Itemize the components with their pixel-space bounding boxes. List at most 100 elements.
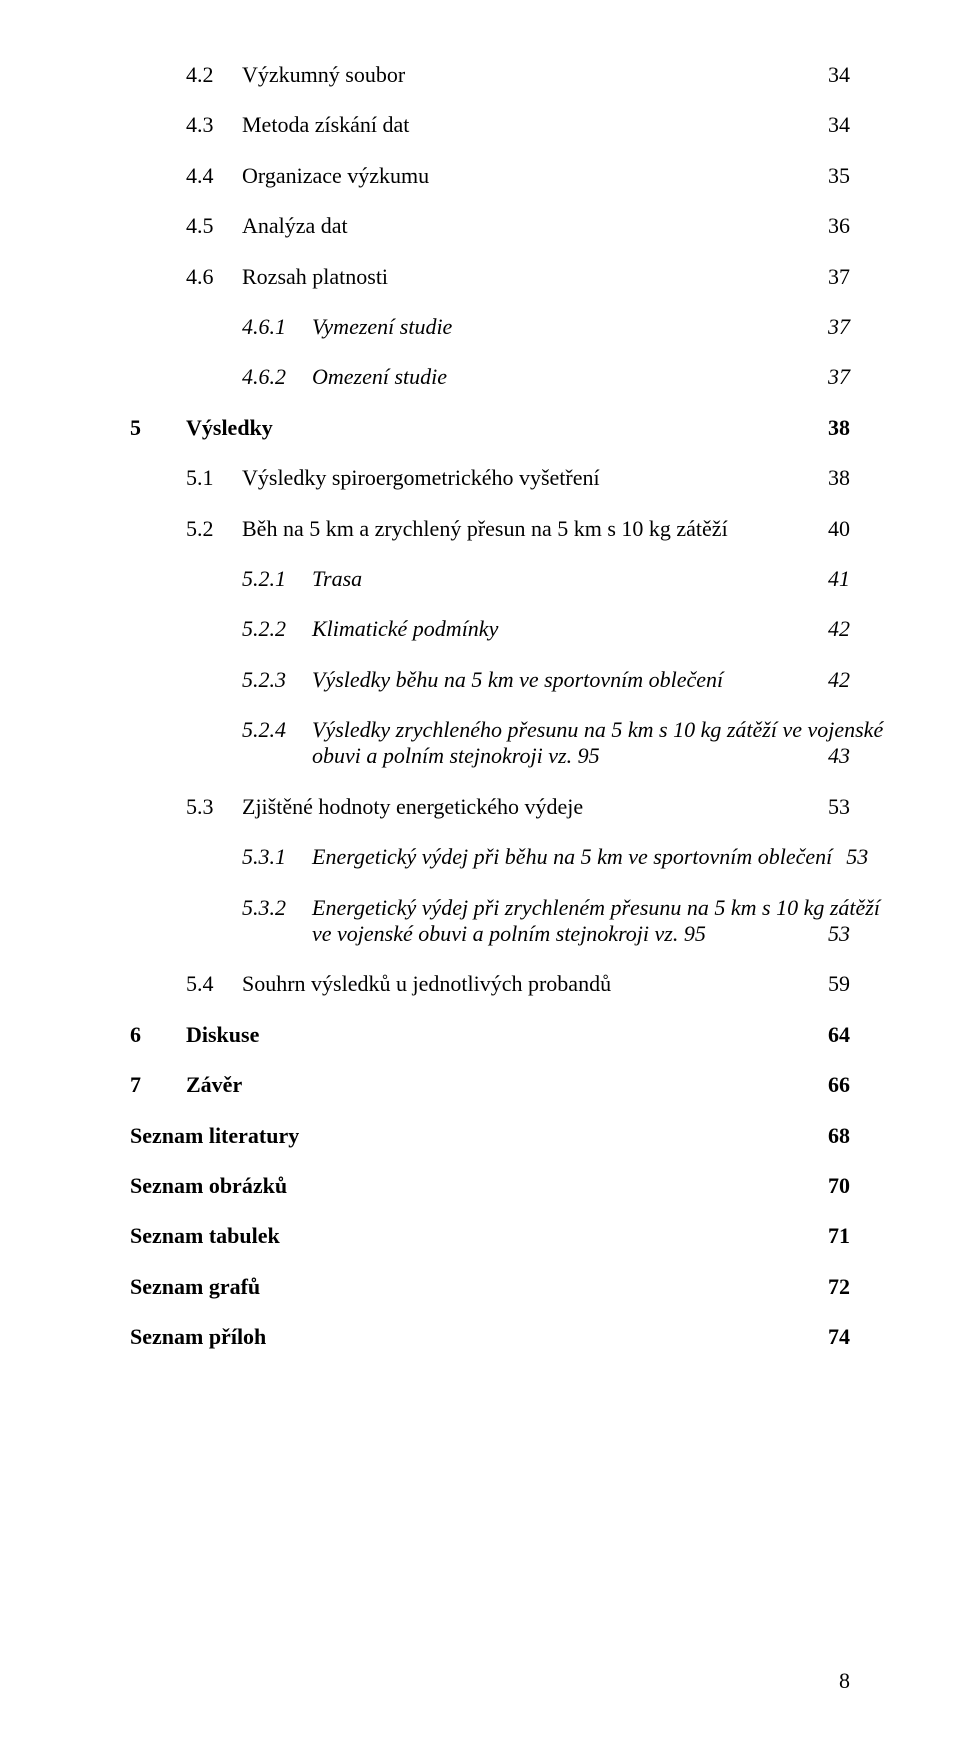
toc-page: 53	[840, 844, 868, 870]
toc-page: 42	[822, 616, 850, 642]
toc-entry: 5 Výsledky 38	[130, 415, 850, 441]
toc-label: Metoda získání dat	[242, 112, 409, 138]
toc-label: Seznam tabulek	[130, 1223, 280, 1249]
toc-page: 40	[822, 516, 850, 542]
toc-label: Výsledky zrychleného přesunu na 5 km s 1…	[312, 717, 883, 743]
toc-entry: 5.2 Běh na 5 km a zrychlený přesun na 5 …	[130, 516, 850, 542]
toc-page: 34	[822, 62, 850, 88]
toc-number: 5.3.1	[242, 844, 312, 870]
toc-number: 5.4	[186, 971, 242, 997]
toc-entry: 4.6.1 Vymezení studie 37	[130, 314, 850, 340]
toc-entry: 5.2.4 Výsledky zrychleného přesunu na 5 …	[130, 717, 850, 743]
toc-number: 4.5	[186, 213, 242, 239]
toc-label: Seznam literatury	[130, 1123, 299, 1149]
toc-label: Energetický výdej při zrychleném přesunu…	[312, 895, 880, 921]
toc-page: 59	[822, 971, 850, 997]
toc-number: 5.2.2	[242, 616, 312, 642]
toc-entry: 5.4 Souhrn výsledků u jednotlivých proba…	[130, 971, 850, 997]
toc-page: 37	[822, 364, 850, 390]
toc-number: 7	[130, 1072, 186, 1098]
toc-page: 34	[822, 112, 850, 138]
toc-number: 4.6.1	[242, 314, 312, 340]
toc-label: Závěr	[186, 1072, 242, 1098]
toc-page: 37	[822, 264, 850, 290]
toc-number: 4.2	[186, 62, 242, 88]
toc-label: Výsledky	[186, 415, 273, 441]
toc-number: 5.3	[186, 794, 242, 820]
toc-page: 36	[822, 213, 850, 239]
page: 4.2 Výzkumný soubor 34 4.3 Metoda získán…	[0, 0, 960, 1760]
toc-page: 41	[822, 566, 850, 592]
page-number: 8	[839, 1668, 850, 1694]
toc-number: 4.3	[186, 112, 242, 138]
toc-label: Seznam grafů	[130, 1274, 260, 1300]
toc-page: 71	[822, 1223, 850, 1249]
toc-label: Souhrn výsledků u jednotlivých probandů	[242, 971, 611, 997]
toc-label: Vymezení studie	[312, 314, 452, 340]
toc-entry: Seznam literatury 68	[130, 1123, 850, 1149]
toc-page: 64	[822, 1022, 850, 1048]
toc-page: 72	[822, 1274, 850, 1300]
toc-entry: 5.3 Zjištěné hodnoty energetického výdej…	[130, 794, 850, 820]
toc-entry: Seznam obrázků 70	[130, 1173, 850, 1199]
toc-page: 68	[822, 1123, 850, 1149]
toc-number: 5.2.1	[242, 566, 312, 592]
toc-entry: 4.6.2 Omezení studie 37	[130, 364, 850, 390]
toc-page: 38	[822, 415, 850, 441]
toc-entry: Seznam příloh 74	[130, 1324, 850, 1350]
toc-entry-continuation: ve vojenské obuvi a polním stejnokroji v…	[312, 921, 850, 947]
toc-entry: 5.1 Výsledky spiroergometrického vyšetře…	[130, 465, 850, 491]
toc-page: 42	[822, 667, 850, 693]
toc-label: Organizace výzkumu	[242, 163, 429, 189]
toc-page: 53	[822, 794, 850, 820]
toc-number: 5.2	[186, 516, 242, 542]
toc-entry: Seznam tabulek 71	[130, 1223, 850, 1249]
toc-label: Rozsah platnosti	[242, 264, 388, 290]
toc-entry: 5.2.3 Výsledky běhu na 5 km ve sportovní…	[130, 667, 850, 693]
toc-entry: 4.5 Analýza dat 36	[130, 213, 850, 239]
toc-label: Diskuse	[186, 1022, 259, 1048]
toc-number: 5	[130, 415, 186, 441]
toc-entry: Seznam grafů 72	[130, 1274, 850, 1300]
toc-entry: 6 Diskuse 64	[130, 1022, 850, 1048]
toc-label: Analýza dat	[242, 213, 348, 239]
toc-page: 38	[822, 465, 850, 491]
toc-entry: 5.2.2 Klimatické podmínky 42	[130, 616, 850, 642]
toc-number: 4.6.2	[242, 364, 312, 390]
toc-label: Výsledky spiroergometrického vyšetření	[242, 465, 600, 491]
toc-number: 5.3.2	[242, 895, 312, 921]
toc-label-continuation: ve vojenské obuvi a polním stejnokroji v…	[312, 921, 706, 947]
toc-number: 5.1	[186, 465, 242, 491]
toc-label: Energetický výdej při běhu na 5 km ve sp…	[312, 844, 832, 870]
toc-page: 66	[822, 1072, 850, 1098]
toc-number: 5.2.4	[242, 717, 312, 743]
toc-label: Klimatické podmínky	[312, 616, 498, 642]
toc-label: Výzkumný soubor	[242, 62, 405, 88]
toc-label: Běh na 5 km a zrychlený přesun na 5 km s…	[242, 516, 728, 542]
toc-label: Trasa	[312, 566, 362, 592]
toc-label: Seznam příloh	[130, 1324, 266, 1350]
toc-page: 74	[822, 1324, 850, 1350]
toc-label: Omezení studie	[312, 364, 447, 390]
toc-entry: 4.4 Organizace výzkumu 35	[130, 163, 850, 189]
toc-label-continuation: obuvi a polním stejnokroji vz. 95	[312, 743, 600, 769]
toc-number: 5.2.3	[242, 667, 312, 693]
toc-number: 4.6	[186, 264, 242, 290]
toc-entry: 4.6 Rozsah platnosti 37	[130, 264, 850, 290]
toc-label: Zjištěné hodnoty energetického výdeje	[242, 794, 583, 820]
table-of-contents: 4.2 Výzkumný soubor 34 4.3 Metoda získán…	[130, 62, 850, 1351]
toc-number: 6	[130, 1022, 186, 1048]
toc-entry: 5.2.1 Trasa 41	[130, 566, 850, 592]
toc-entry: 5.3.1 Energetický výdej při běhu na 5 km…	[130, 844, 850, 870]
toc-label: Seznam obrázků	[130, 1173, 287, 1199]
toc-page: 35	[822, 163, 850, 189]
toc-number: 4.4	[186, 163, 242, 189]
toc-entry: 4.2 Výzkumný soubor 34	[130, 62, 850, 88]
toc-page: 43	[822, 743, 850, 769]
toc-entry: 5.3.2 Energetický výdej při zrychleném p…	[130, 895, 850, 921]
toc-entry: 4.3 Metoda získání dat 34	[130, 112, 850, 138]
toc-page: 37	[822, 314, 850, 340]
toc-page: 53	[822, 921, 850, 947]
toc-entry: 7 Závěr 66	[130, 1072, 850, 1098]
toc-entry-continuation: obuvi a polním stejnokroji vz. 95 43	[312, 743, 850, 769]
